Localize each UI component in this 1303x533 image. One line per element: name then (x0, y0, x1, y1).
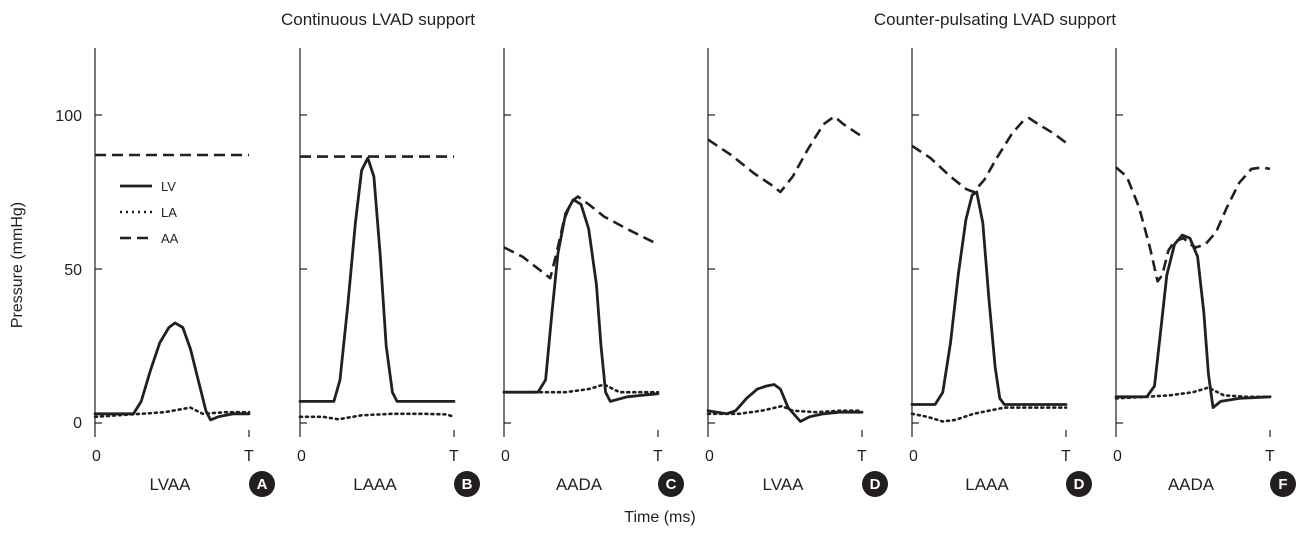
panel-badge-letter: C (666, 476, 677, 493)
series-line-la (298, 412, 456, 421)
x-tick-label-start: 0 (705, 448, 714, 465)
panel-label: LVAA (763, 475, 805, 494)
series-line-la (706, 404, 864, 416)
x-tick-label-end: T (1061, 448, 1071, 465)
series-line-la (910, 406, 1068, 423)
panel-4: 0 T LVAA D (705, 48, 888, 497)
panel-badge-letter: B (462, 476, 473, 493)
series-line-la (502, 383, 660, 394)
y-tick-label-100: 100 (55, 108, 82, 125)
group-title-counter-pulsating: Counter-pulsating LVAD support (874, 10, 1117, 29)
legend: LV LA AA (120, 179, 179, 246)
series-line-lv (1114, 233, 1272, 410)
series-line-aa (1115, 166, 1271, 283)
panel-badge-letter: D (870, 476, 881, 493)
legend-label-lv: LV (161, 179, 176, 194)
x-tick-label-start: 0 (92, 448, 101, 465)
x-tick-label-start: 0 (909, 448, 918, 465)
y-axis-title: Pressure (mmHg) (9, 202, 26, 328)
series-line-aa (503, 195, 659, 280)
x-tick-label-end: T (1265, 448, 1275, 465)
panel-label: LAAA (353, 475, 397, 494)
panel-6: 0 T AADA F (1113, 48, 1296, 497)
series-line-la (93, 406, 251, 419)
x-axis-title: Time (ms) (624, 509, 695, 526)
panel-2: 0 T LAAA B (297, 48, 480, 497)
legend-label-la: LA (161, 205, 177, 220)
panel-label: AADA (1168, 475, 1215, 494)
panel-3: 0 T AADA C (501, 48, 684, 497)
panel-5: 0 T LAAA D (909, 48, 1092, 497)
x-tick-label-start: 0 (501, 448, 510, 465)
y-tick-label-0: 0 (73, 415, 82, 432)
y-tick-labels: 0 50 100 (55, 108, 82, 432)
panel-label: AADA (556, 475, 603, 494)
panel-badge (862, 471, 888, 497)
group-title-continuous: Continuous LVAD support (281, 10, 475, 29)
panel-label: LVAA (150, 475, 192, 494)
panel-badge-letter: F (1278, 476, 1287, 493)
series-line-aa (911, 116, 1067, 194)
panel-badge-letter: A (257, 476, 268, 493)
panel-badge (454, 471, 480, 497)
y-tick-label-50: 50 (64, 262, 82, 279)
x-tick-label-end: T (857, 448, 867, 465)
series-line-lv (93, 321, 251, 422)
series-line-lv (298, 156, 456, 403)
panel-badge (1066, 471, 1092, 497)
series-line-lv (706, 383, 864, 423)
x-tick-label-end: T (653, 448, 663, 465)
panel-badge (658, 471, 684, 497)
x-tick-label-start: 0 (1113, 448, 1122, 465)
series-line-la (1114, 386, 1272, 400)
panel-badge (1270, 471, 1296, 497)
series-line-lv (910, 190, 1068, 406)
series-line-lv (502, 198, 660, 403)
panel-badge-letter: D (1074, 476, 1085, 493)
x-tick-label-end: T (449, 448, 459, 465)
x-tick-label-end: T (244, 448, 254, 465)
x-tick-label-start: 0 (297, 448, 306, 465)
panel-label: LAAA (965, 475, 1009, 494)
panel-badge (249, 471, 275, 497)
legend-label-aa: AA (161, 231, 179, 246)
series-line-aa (707, 115, 863, 194)
